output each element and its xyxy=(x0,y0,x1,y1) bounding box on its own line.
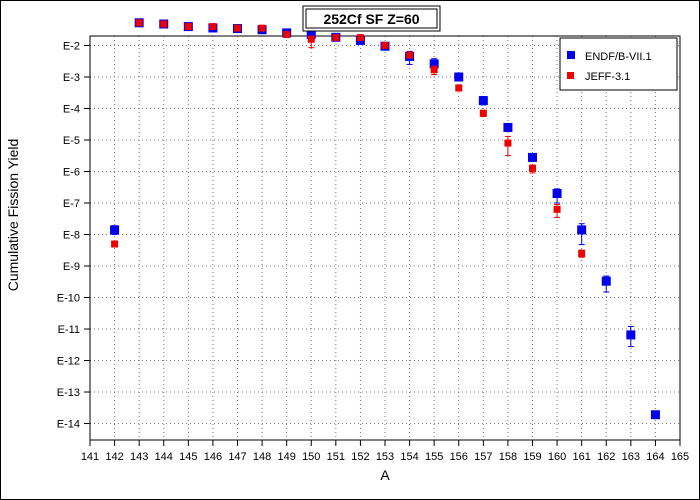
y-tick-label: E-14 xyxy=(57,419,80,431)
data-point xyxy=(430,66,438,74)
x-tick-label: 152 xyxy=(351,451,369,463)
data-point xyxy=(406,51,414,59)
x-tick-label: 156 xyxy=(450,451,468,463)
y-tick-label: E-11 xyxy=(58,324,80,336)
y-tick-label: E-12 xyxy=(57,356,80,368)
data-point xyxy=(111,240,119,248)
data-point xyxy=(553,205,561,213)
data-point xyxy=(160,20,168,28)
x-axis: 141 142 143 144 145 146 147 148 149 150 151 152 153 1… xyxy=(81,440,689,463)
y-tick-label: E-5 xyxy=(63,135,80,147)
y-tick-label: E-8 xyxy=(63,230,80,242)
y-axis-title: Cumulative Fission Yield xyxy=(5,139,21,292)
x-tick-label: 165 xyxy=(671,451,689,463)
y-axis: E-2 E-3 E-4 E-5 E-6 E-7 E-8 E-9 E-10 E-11 E-12 E-13… xyxy=(57,40,90,431)
x-tick-label: 144 xyxy=(155,451,173,463)
data-point xyxy=(504,139,512,147)
data-point xyxy=(503,122,513,132)
x-tick-label: 142 xyxy=(105,451,123,463)
data-point xyxy=(356,34,364,42)
x-tick-label: 150 xyxy=(302,451,320,463)
data-point xyxy=(529,164,536,172)
data-point xyxy=(332,34,340,42)
y-tick-label: E-2 xyxy=(63,40,80,52)
data-point xyxy=(528,152,537,162)
x-tick-label: 162 xyxy=(597,451,615,463)
y-tick-label: E-13 xyxy=(57,387,80,399)
x-tick-label: 157 xyxy=(474,451,492,463)
legend-box xyxy=(559,37,678,91)
data-point xyxy=(258,24,266,32)
grid xyxy=(90,36,680,440)
series-jeff xyxy=(111,19,586,258)
data-point xyxy=(429,59,439,69)
legend-swatch-endf xyxy=(567,51,575,59)
data-point xyxy=(650,410,660,420)
x-tick-label: 141 xyxy=(81,451,99,463)
x-tick-label: 153 xyxy=(376,451,394,463)
series-layer xyxy=(110,18,660,420)
x-tick-label: 163 xyxy=(622,451,640,463)
data-point xyxy=(307,35,315,43)
x-axis-title: A xyxy=(380,467,390,483)
data-point xyxy=(283,30,291,38)
x-tick-label: 147 xyxy=(228,451,246,463)
legend-label-jeff: JEFF-3.1 xyxy=(585,71,630,83)
data-point xyxy=(626,330,636,340)
x-tick-label: 164 xyxy=(646,451,664,463)
x-tick-label: 151 xyxy=(327,451,345,463)
x-tick-label: 159 xyxy=(523,451,541,463)
legend-label-endf: ENDF/B-VII.1 xyxy=(585,51,652,63)
x-tick-label: 146 xyxy=(204,451,222,463)
data-point xyxy=(601,276,611,286)
y-tick-label: E-6 xyxy=(63,166,80,178)
y-tick-label: E-3 xyxy=(63,72,80,84)
legend: ENDF/B-VII.1 JEFF-3.1 xyxy=(559,37,678,91)
y-tick-label: E-7 xyxy=(63,198,80,210)
legend-swatch-jeff xyxy=(567,72,574,79)
title-box: 252Cf SF Z=60 xyxy=(302,5,441,32)
x-tick-label: 155 xyxy=(425,451,443,463)
x-tick-label: 154 xyxy=(400,451,418,463)
chart-title: 252Cf SF Z=60 xyxy=(323,11,419,27)
x-tick-label: 161 xyxy=(572,451,590,463)
x-tick-label: 158 xyxy=(499,451,517,463)
data-point xyxy=(478,96,488,106)
data-point xyxy=(552,189,562,199)
data-point xyxy=(184,23,192,31)
data-point xyxy=(455,84,463,92)
y-tick-label: E-10 xyxy=(57,293,80,305)
x-tick-label: 149 xyxy=(277,451,295,463)
y-tick-label: E-9 xyxy=(63,261,80,273)
data-point xyxy=(209,23,217,31)
y-tick-label: E-4 xyxy=(63,103,80,115)
x-tick-label: 145 xyxy=(179,451,197,463)
x-tick-label: 143 xyxy=(130,451,148,463)
data-point xyxy=(306,29,316,39)
data-point xyxy=(110,225,120,235)
data-point xyxy=(234,24,241,32)
data-point xyxy=(577,225,587,235)
data-point xyxy=(479,109,487,117)
data-point xyxy=(135,19,143,27)
x-tick-label: 148 xyxy=(253,451,271,463)
data-point xyxy=(381,41,389,49)
x-tick-label: 160 xyxy=(548,451,566,463)
data-point xyxy=(578,249,586,257)
data-point xyxy=(454,72,464,82)
